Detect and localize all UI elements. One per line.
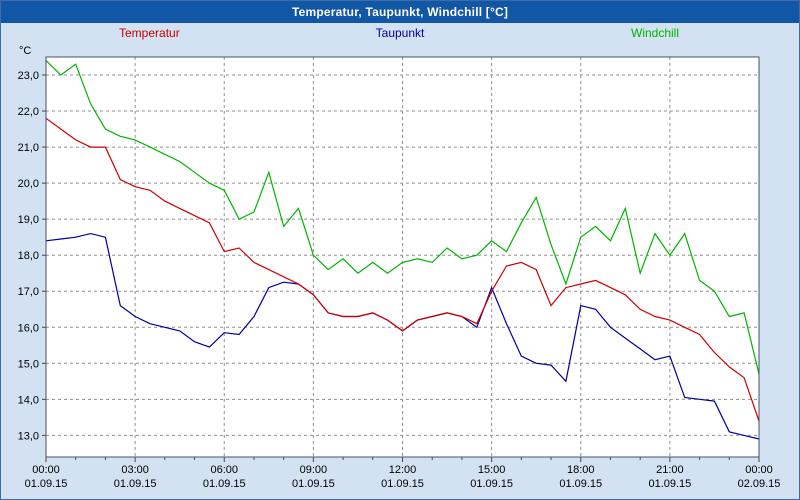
legend-temperatur: Temperatur <box>119 26 180 40</box>
y-tick-label: 17,0 <box>18 286 39 298</box>
y-tick-label: 23,0 <box>18 70 39 82</box>
x-tick-date-label: 01.09.15 <box>648 478 691 490</box>
x-tick-date-label: 01.09.15 <box>203 478 246 490</box>
x-tick-time-label: 00:00 <box>745 464 773 476</box>
x-tick-date-label: 02.09.15 <box>738 478 781 490</box>
series-line-temperatur <box>45 117 760 422</box>
y-tick-label: 13,0 <box>18 430 39 442</box>
x-tick-time-label: 12:00 <box>389 464 417 476</box>
legend-windchill: Windchill <box>631 26 680 40</box>
y-tick-label: 14,0 <box>18 394 39 406</box>
y-tick-label: 15,0 <box>18 358 39 370</box>
y-tick-label: 19,0 <box>18 214 39 226</box>
y-tick-label: 21,0 <box>18 142 39 154</box>
y-tick-label: 18,0 <box>18 250 39 262</box>
x-tick-date-label: 01.09.15 <box>470 478 513 490</box>
x-tick-time-label: 15:00 <box>478 464 506 476</box>
line-chart-plot: °C 23,0 22,0 21,0 20,0 19,0 18,0 17,0 16,0 15,0 14… <box>18 45 781 490</box>
page-title: Temperatur, Taupunkt, Windchill [°C] <box>291 5 509 19</box>
y-tick-label: 16,0 <box>18 322 39 334</box>
x-tick-date-label: 01.09.15 <box>114 478 157 490</box>
x-tick-time-label: 03:00 <box>121 464 149 476</box>
legend-taupunkt: Taupunkt <box>375 26 425 40</box>
x-tick-date-label: 01.09.15 <box>559 478 602 490</box>
x-tick-time-label: 21:00 <box>656 464 684 476</box>
x-tick-time-label: 00:00 <box>32 464 60 476</box>
y-tick-label: 20,0 <box>18 178 39 190</box>
x-tick-time-label: 18:00 <box>567 464 595 476</box>
y-tick-label: 22,0 <box>18 106 39 118</box>
x-tick-date-label: 01.09.15 <box>381 478 424 490</box>
x-tick-time-label: 09:00 <box>300 464 328 476</box>
x-tick-date-label: 01.09.15 <box>25 478 68 490</box>
series-line-windchill <box>45 60 760 375</box>
x-tick-time-label: 06:00 <box>210 464 238 476</box>
chart-legend: Temperatur Taupunkt Windchill <box>1 26 799 42</box>
y-axis-unit-label: °C <box>19 45 31 57</box>
plot-border <box>45 56 760 458</box>
title-bar: Temperatur, Taupunkt, Windchill [°C] <box>1 1 799 23</box>
x-tick-date-label: 01.09.15 <box>292 478 335 490</box>
